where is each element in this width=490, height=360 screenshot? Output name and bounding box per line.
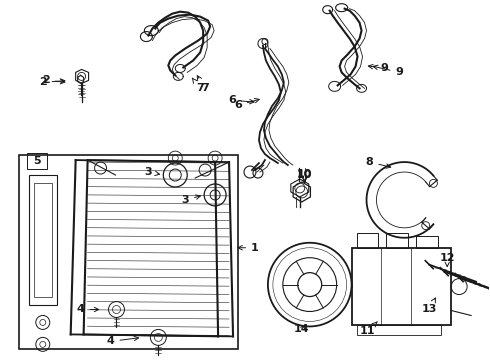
Bar bbox=[19, 155, 238, 349]
Bar bbox=[352, 248, 451, 325]
Text: 4: 4 bbox=[77, 305, 98, 315]
Bar bbox=[27, 153, 47, 169]
Text: 3: 3 bbox=[181, 195, 200, 205]
Text: 6: 6 bbox=[228, 95, 254, 105]
Text: 9: 9 bbox=[368, 63, 389, 73]
Bar bbox=[416, 236, 438, 248]
Text: 2: 2 bbox=[39, 77, 65, 87]
Text: 3: 3 bbox=[145, 167, 160, 177]
Text: 6: 6 bbox=[234, 98, 259, 110]
Text: 2: 2 bbox=[42, 75, 65, 85]
Text: 5: 5 bbox=[33, 156, 41, 166]
Bar bbox=[29, 175, 57, 305]
Text: 14: 14 bbox=[294, 324, 310, 334]
Text: 9: 9 bbox=[373, 65, 403, 77]
Text: 4: 4 bbox=[107, 336, 139, 346]
Text: 10: 10 bbox=[297, 169, 313, 182]
Bar bbox=[357, 233, 378, 248]
Text: 10: 10 bbox=[297, 170, 313, 183]
Bar bbox=[387, 233, 408, 248]
Text: 7: 7 bbox=[197, 76, 209, 93]
Text: 11: 11 bbox=[360, 321, 377, 336]
Text: 7: 7 bbox=[193, 78, 204, 93]
Text: 12: 12 bbox=[440, 253, 455, 266]
Text: 1: 1 bbox=[238, 243, 259, 253]
Text: 8: 8 bbox=[366, 157, 391, 168]
Text: 13: 13 bbox=[421, 298, 437, 315]
Bar bbox=[357, 325, 441, 336]
Bar bbox=[34, 183, 52, 297]
